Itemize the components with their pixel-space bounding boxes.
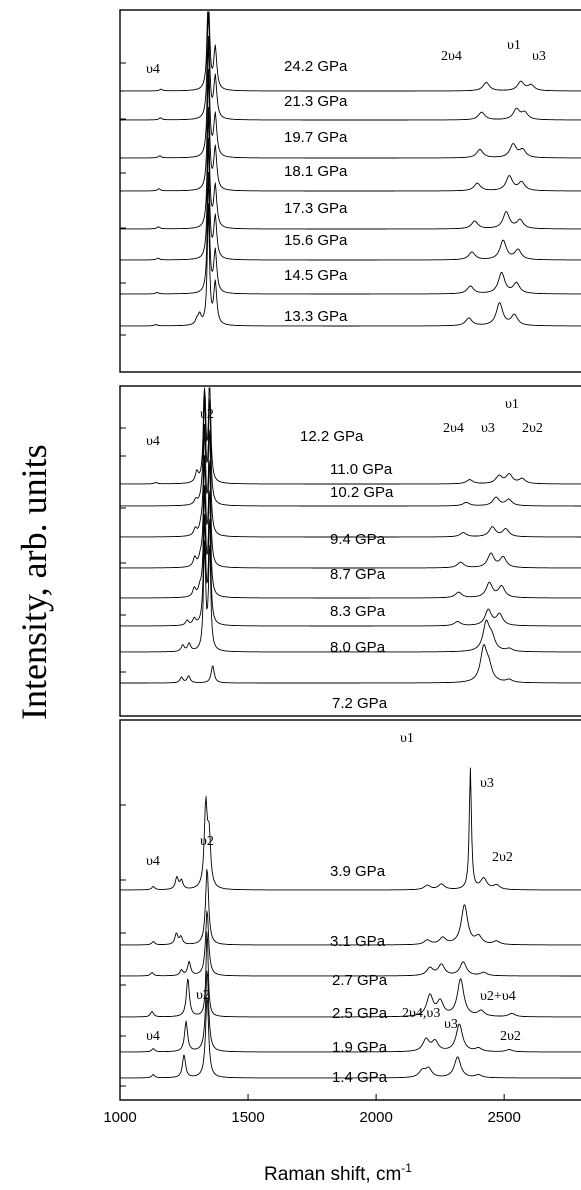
panel-bottom: 1.4 GPa 1.9 GPa 2.5 GPa 2.7 GPa 3.1 GPa 3.9 G… xyxy=(119,719,581,1101)
panel-top: 13.3 GPa 14.5 GPa 15.6 GPa 17.3 GPa 18.1 GPa… xyxy=(119,9,581,373)
spectrum-line xyxy=(120,485,581,599)
panel-middle: 7.2 GPa 8.0 GPa 8.3 GPa 8.7 GPa 9.4 GPa 10.2 … xyxy=(119,385,581,717)
mode-annotation: υ2 xyxy=(200,407,214,422)
mode-annotation: υ2 xyxy=(200,834,214,849)
x-tick-label: 1000 xyxy=(103,1109,136,1126)
mode-annotation: υ4 xyxy=(146,434,160,449)
mode-annotation: 2υ4,υ3 xyxy=(402,1006,440,1021)
spectra-panels: 13.3 GPa 14.5 GPa 15.6 GPa 17.3 GPa 18.1 GPa… xyxy=(119,9,581,1101)
spectrum-line xyxy=(120,137,581,261)
pressure-label: 14.5 GPa xyxy=(284,267,348,284)
mode-annotation: υ3 xyxy=(480,776,494,791)
mode-annotation: 2υ4 xyxy=(441,49,462,64)
mode-annotation: υ1 xyxy=(505,397,519,412)
spectrum-line xyxy=(120,392,581,507)
pressure-label: 11.0 GPa xyxy=(330,461,393,478)
pressure-label: 18.1 GPa xyxy=(284,163,348,180)
pressure-label: 7.2 GPa xyxy=(332,695,388,712)
spectrum-line xyxy=(120,11,581,121)
spectrum-line xyxy=(120,106,581,230)
pressure-label: 8.3 GPa xyxy=(330,603,386,620)
pressure-label: 10.2 GPa xyxy=(330,484,394,501)
spectrum-line xyxy=(120,514,581,627)
y-axis-label: Intensity, arb. units xyxy=(14,444,54,720)
pressure-label: 17.3 GPa xyxy=(284,200,348,217)
pressure-label: 3.9 GPa xyxy=(330,863,386,880)
pressure-label: 2.7 GPa xyxy=(332,972,388,989)
x-axis-ticks: 1000 1500 2000 2500 xyxy=(103,1094,521,1126)
spectrum-line xyxy=(120,11,581,92)
mode-annotation: υ3 xyxy=(481,421,495,436)
mode-annotation: 2υ4 xyxy=(443,421,464,436)
spectrum-line xyxy=(120,387,581,485)
x-tick-label: 2500 xyxy=(487,1109,520,1126)
x-axis-label-exponent: -1 xyxy=(401,1161,412,1175)
mode-annotation: υ3 xyxy=(444,1017,458,1032)
pressure-label: 19.7 GPa xyxy=(284,129,348,146)
spectrum-line xyxy=(120,68,581,192)
spectrum-line xyxy=(120,868,581,946)
panel-frame xyxy=(119,719,581,1101)
pressure-label: 9.4 GPa xyxy=(330,531,386,548)
mode-annotation: 2υ2 xyxy=(522,421,543,436)
spectrum-line xyxy=(120,540,581,653)
mode-annotation: υ4 xyxy=(146,854,160,869)
spectrum-line xyxy=(120,910,581,977)
spectrum-line xyxy=(120,767,581,891)
pressure-label: 1.4 GPa xyxy=(332,1069,388,1086)
mode-annotation: υ4 xyxy=(146,1029,160,1044)
spectrum-line xyxy=(120,203,581,327)
spectrum-line xyxy=(120,996,581,1079)
mode-annotation: υ3 xyxy=(532,49,546,64)
pressure-label: 1.9 GPa xyxy=(332,1039,388,1056)
mode-annotation: υ2+υ4 xyxy=(480,989,516,1004)
pressure-label: 13.3 GPa xyxy=(284,308,348,325)
x-tick-label: 1500 xyxy=(231,1109,264,1126)
spectrum-line xyxy=(120,970,581,1053)
pressure-label: 24.2 GPa xyxy=(284,58,348,75)
x-axis-label-text: Raman shift, cm xyxy=(264,1164,401,1185)
panel-frame xyxy=(119,385,581,717)
pressure-label: 12.2 GPa xyxy=(300,428,364,445)
spectrum-line xyxy=(120,931,581,1018)
mode-annotation: 2υ2 xyxy=(500,1029,521,1044)
pressure-label: 15.6 GPa xyxy=(284,232,348,249)
pressure-label: 8.7 GPa xyxy=(330,566,386,583)
spectrum-line xyxy=(120,35,581,159)
pressure-label: 2.5 GPa xyxy=(332,1005,388,1022)
spectrum-line xyxy=(120,171,581,295)
x-tick-label: 2000 xyxy=(359,1109,392,1126)
mode-annotation: 2υ2 xyxy=(492,850,513,865)
mode-annotation: υ2 xyxy=(196,988,210,1003)
spectrum-line xyxy=(120,644,581,684)
mode-annotation: υ1 xyxy=(400,731,414,746)
spectrum-line xyxy=(120,423,581,538)
spectrum-line xyxy=(120,454,581,569)
mode-annotation: υ1 xyxy=(507,38,521,53)
pressure-label: 3.1 GPa xyxy=(330,933,386,950)
pressure-label: 8.0 GPa xyxy=(330,639,386,656)
x-axis-label: Raman shift, cm-1 xyxy=(264,1161,412,1185)
pressure-label: 21.3 GPa xyxy=(284,93,348,110)
mode-annotation: υ4 xyxy=(146,62,160,77)
